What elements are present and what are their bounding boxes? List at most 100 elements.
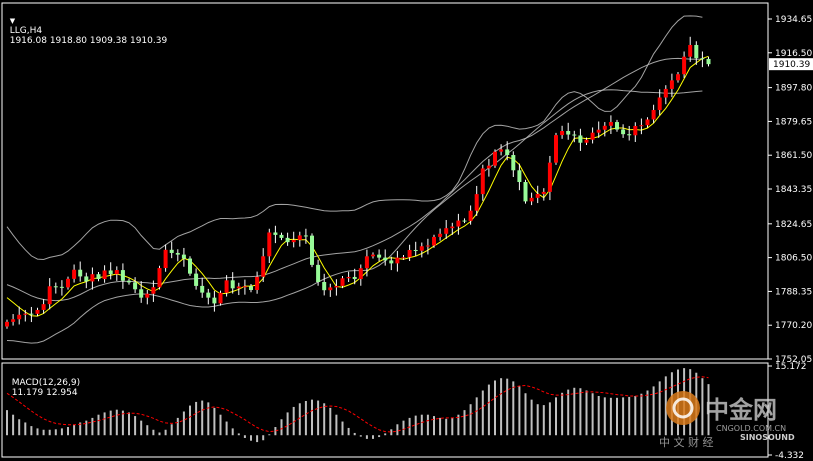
candle-body [23, 313, 28, 315]
candle-body [389, 260, 394, 264]
chart-frame [1, 2, 769, 458]
candle [450, 222, 455, 235]
candle [669, 73, 674, 98]
candle-body [340, 278, 345, 286]
candle [584, 137, 589, 145]
candle [157, 265, 162, 290]
candle-body [224, 280, 229, 293]
candle-body [236, 286, 241, 289]
candle-body [657, 97, 662, 110]
candle-body [438, 233, 443, 237]
watermark-tag: SINOSOUND [740, 433, 795, 442]
candle-body [322, 282, 327, 291]
candle-body [456, 220, 461, 227]
candle-body [432, 236, 436, 246]
candle [541, 188, 546, 201]
dropdown-triangle-icon[interactable]: ▼ [9, 17, 16, 25]
candle-body [358, 268, 363, 280]
candle [181, 247, 186, 267]
candle-body [615, 122, 619, 130]
candle [401, 255, 406, 260]
candle-body [267, 232, 272, 257]
candle [395, 250, 400, 272]
candle-body [84, 276, 89, 282]
candle [218, 290, 223, 306]
candle [35, 307, 40, 317]
candle-body [66, 278, 70, 288]
price-panel-border [1, 2, 769, 360]
candle [279, 232, 284, 241]
candle [249, 284, 253, 293]
candle-body [328, 287, 333, 291]
candle-body [364, 256, 369, 269]
candle-body [529, 197, 534, 202]
candle [706, 56, 711, 67]
candle [633, 122, 638, 142]
candle [419, 242, 424, 258]
candle-body [303, 235, 308, 237]
candle [694, 41, 699, 65]
candle-body [425, 245, 430, 247]
price-axis-label: 1824.65 [775, 220, 812, 230]
candle [474, 185, 479, 216]
candle-body [474, 194, 479, 211]
price-axis: 1934.65 1916.50 1897.80 1879.65 1861.50 1843.… [768, 15, 812, 365]
candle [505, 141, 510, 161]
candle [120, 263, 125, 289]
candle-body [602, 125, 607, 130]
candle [328, 283, 333, 297]
candle-body [169, 249, 174, 253]
candle [11, 314, 16, 326]
candle-body [47, 286, 52, 305]
candle-body [230, 280, 235, 289]
candle-body [486, 165, 491, 169]
candle [688, 36, 693, 62]
candle-body [352, 276, 357, 280]
candle-body [511, 155, 516, 171]
candle [676, 71, 680, 83]
candles [5, 36, 711, 329]
candle [151, 280, 156, 302]
candle-body [181, 254, 186, 259]
candle-body [249, 286, 253, 291]
candle-body [285, 237, 290, 243]
candle-body [139, 289, 144, 298]
candle [499, 144, 504, 156]
candle-body [145, 293, 150, 298]
candle-body [218, 292, 223, 304]
candle [163, 244, 168, 272]
candle [200, 277, 205, 298]
candle-body [163, 249, 168, 269]
candle [29, 306, 34, 323]
candle [413, 241, 418, 256]
candle-body [560, 130, 565, 136]
candle-body [499, 149, 504, 152]
candle-body [108, 270, 113, 275]
candle [432, 234, 436, 248]
candle-body [157, 268, 162, 288]
candle [639, 118, 644, 135]
candle [627, 125, 632, 141]
candle [310, 233, 314, 268]
candle [127, 278, 131, 285]
candle [602, 122, 607, 137]
candle [560, 125, 565, 139]
candle-body [273, 232, 278, 235]
candle [657, 89, 662, 116]
candle-body [133, 282, 138, 290]
candle-body [688, 44, 693, 57]
candle [493, 149, 497, 168]
candle [462, 218, 467, 224]
candle-body [584, 139, 589, 143]
candle-body [401, 257, 406, 259]
candle [346, 271, 351, 283]
candle-body [279, 234, 284, 238]
candle-body [468, 210, 473, 221]
candle [59, 280, 64, 296]
candle-body [627, 134, 632, 136]
candle-body [78, 269, 83, 277]
candle-body [41, 304, 46, 310]
candle [194, 268, 199, 290]
candle-body [127, 280, 131, 283]
